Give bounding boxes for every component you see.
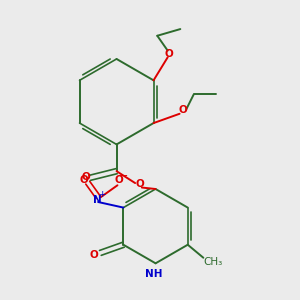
Text: O: O — [164, 49, 173, 59]
Text: N: N — [93, 195, 101, 205]
Text: O: O — [90, 250, 98, 260]
Text: +: + — [98, 190, 106, 199]
Text: O: O — [81, 172, 90, 182]
Text: CH₃: CH₃ — [203, 257, 223, 267]
Text: O: O — [136, 179, 145, 189]
Text: O: O — [115, 176, 123, 185]
Text: O: O — [80, 175, 88, 185]
Text: O: O — [179, 105, 188, 115]
Text: −: − — [119, 171, 128, 181]
Text: NH: NH — [145, 269, 163, 279]
